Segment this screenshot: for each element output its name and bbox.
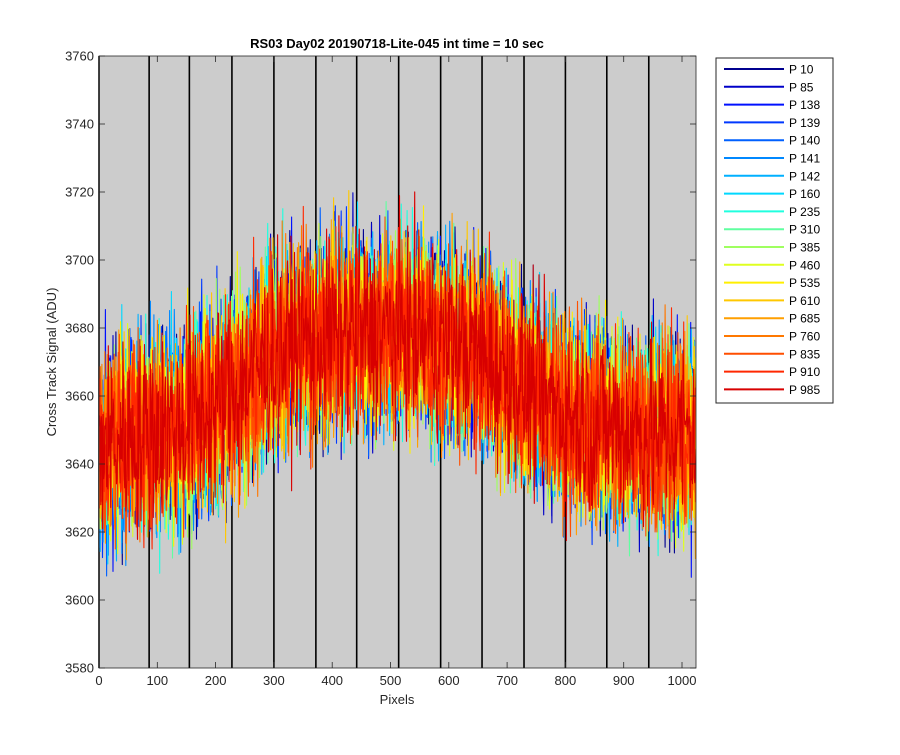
legend-label: P 460 bbox=[789, 258, 820, 272]
y-axis: 3580 3600 3620 3640 3660 3680 3700 3720 3740 3760 bbox=[65, 49, 696, 676]
y-tick-label: 3700 bbox=[65, 253, 94, 268]
y-tick-label: 3640 bbox=[65, 457, 94, 472]
chart-title: RS03 Day02 20190718-Lite-045 int time = … bbox=[250, 36, 544, 51]
x-tick-label: 800 bbox=[555, 673, 577, 688]
y-tick-label: 3720 bbox=[65, 185, 94, 200]
legend-label: P 139 bbox=[789, 116, 820, 130]
legend-label: P 910 bbox=[789, 365, 820, 379]
x-axis-label: Pixels bbox=[380, 692, 415, 707]
legend-label: P 610 bbox=[789, 294, 820, 308]
legend-label: P 142 bbox=[789, 169, 820, 183]
legend-label: P 141 bbox=[789, 152, 820, 166]
y-axis-label: Cross Track Signal (ADU) bbox=[44, 288, 59, 437]
legend-label: P 835 bbox=[789, 347, 820, 361]
x-tick-label: 300 bbox=[263, 673, 285, 688]
y-tick-label: 3600 bbox=[65, 593, 94, 608]
legend-label: P 985 bbox=[789, 383, 820, 397]
legend-label: P 760 bbox=[789, 330, 820, 344]
x-tick-label: 500 bbox=[380, 673, 402, 688]
x-tick-label: 100 bbox=[146, 673, 168, 688]
legend-label: P 385 bbox=[789, 241, 820, 255]
legend: P 10 P 85 P 138 P 139 P 140 P 141 P 142 P 160 P … bbox=[715, 57, 834, 404]
legend-label: P 85 bbox=[789, 80, 814, 94]
series-line-p985 bbox=[99, 191, 696, 542]
legend-label: P 138 bbox=[789, 98, 820, 112]
x-tick-label: 400 bbox=[321, 673, 343, 688]
y-tick-label: 3760 bbox=[65, 49, 94, 64]
legend-label: P 10 bbox=[789, 63, 814, 77]
series-group bbox=[99, 190, 696, 578]
x-tick-label: 0 bbox=[95, 673, 102, 688]
legend-label: P 310 bbox=[789, 223, 820, 237]
x-tick-label: 600 bbox=[438, 673, 460, 688]
y-tick-label: 3740 bbox=[65, 117, 94, 132]
x-axis: 0 100 200 300 400 500 600 700 800 900 1000 bbox=[95, 56, 696, 688]
legend-label: P 235 bbox=[789, 205, 820, 219]
x-tick-label: 900 bbox=[613, 673, 635, 688]
y-tick-label: 3660 bbox=[65, 389, 94, 404]
y-tick-label: 3680 bbox=[65, 321, 94, 336]
legend-box bbox=[715, 57, 834, 404]
plot-frame bbox=[98, 55, 697, 669]
legend-label: P 140 bbox=[789, 134, 820, 148]
x-tick-label: 200 bbox=[205, 673, 227, 688]
y-tick-label: 3620 bbox=[65, 525, 94, 540]
x-tick-label: 700 bbox=[496, 673, 518, 688]
x-tick-label: 1000 bbox=[668, 673, 697, 688]
legend-label: P 685 bbox=[789, 312, 820, 326]
legend-label: P 535 bbox=[789, 276, 820, 290]
y-tick-label: 3580 bbox=[65, 661, 94, 676]
legend-label: P 160 bbox=[789, 187, 820, 201]
